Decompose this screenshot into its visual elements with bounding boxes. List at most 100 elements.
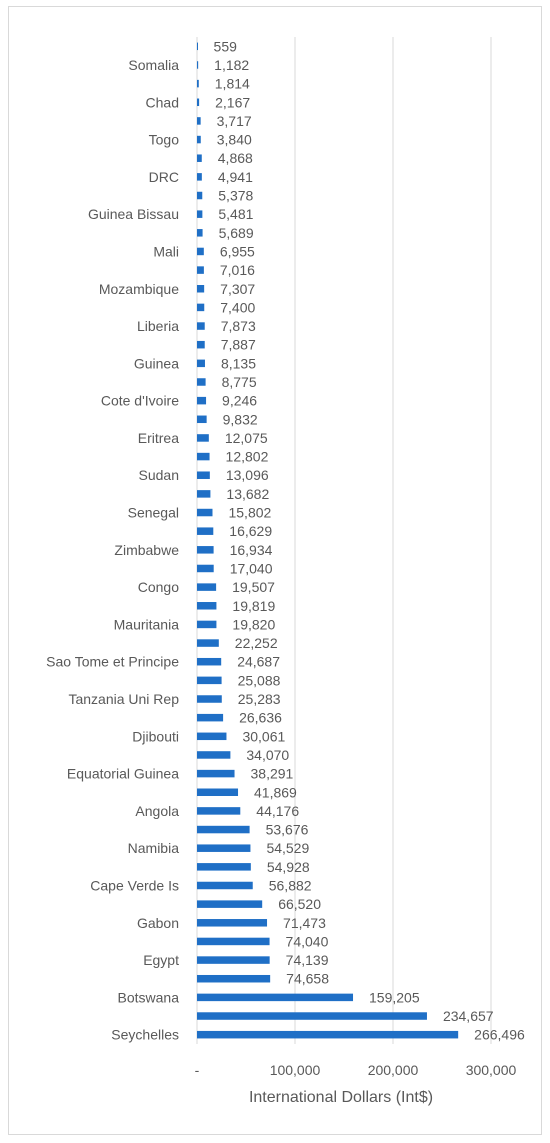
value-label: 3,840 <box>217 132 252 148</box>
bar <box>197 769 235 778</box>
bar <box>197 229 203 237</box>
value-label: 19,507 <box>232 579 275 595</box>
value-label: 5,689 <box>219 225 254 241</box>
category-label: Senegal <box>128 505 179 521</box>
bar <box>197 79 199 88</box>
category-label: Sudan <box>139 467 179 483</box>
value-label: 7,887 <box>221 337 256 353</box>
value-label: 34,070 <box>246 747 289 763</box>
bar <box>197 825 250 834</box>
value-label: 25,283 <box>238 691 281 707</box>
category-label: Gabon <box>137 915 179 931</box>
value-label: 38,291 <box>251 766 294 782</box>
bar <box>197 135 201 144</box>
category-label: Congo <box>138 579 179 595</box>
value-label: 44,176 <box>256 803 299 819</box>
value-label: 13,096 <box>226 467 269 483</box>
x-tick-label: 200,000 <box>368 1062 419 1078</box>
bar <box>197 98 200 107</box>
category-label: DRC <box>149 169 179 185</box>
value-label: 54,529 <box>266 840 309 856</box>
bar <box>197 173 202 181</box>
bar <box>197 993 354 1002</box>
category-label: Togo <box>149 132 180 148</box>
value-label: 17,040 <box>230 560 273 576</box>
category-label: Tanzania Uni Rep <box>68 691 179 707</box>
bar <box>197 657 222 666</box>
gridlines <box>196 37 492 1044</box>
value-label: 16,934 <box>230 542 273 558</box>
bar <box>197 602 217 610</box>
value-label: 71,473 <box>283 915 326 931</box>
value-label: 559 <box>214 38 238 54</box>
value-label: 4,941 <box>218 169 253 185</box>
bar <box>197 620 217 629</box>
category-label: Mauritania <box>114 616 180 632</box>
value-label: 41,869 <box>254 784 297 800</box>
bar <box>197 844 251 852</box>
category-labels: Somalia Chad Togo DRC Guinea Bissau Mali Mozam… <box>46 57 179 1043</box>
bar <box>197 863 251 871</box>
value-label: 26,636 <box>239 710 282 726</box>
value-label: 24,687 <box>237 654 280 670</box>
bar <box>197 396 207 405</box>
chart-area: 559 1,182 1,814 2,167 3,717 3,840 4,868 4,941 5,… <box>8 6 542 1135</box>
bar <box>197 527 214 535</box>
bar <box>197 919 268 927</box>
value-label: 74,040 <box>286 933 329 949</box>
category-label: Eritrea <box>138 430 179 446</box>
category-label: Cape Verde Is <box>90 877 179 893</box>
bars <box>197 42 459 1039</box>
category-label: Zimbabwe <box>114 542 179 558</box>
bar <box>197 676 222 685</box>
value-label: 1,182 <box>214 57 249 73</box>
category-label: Somalia <box>128 57 179 73</box>
value-label: 25,088 <box>238 672 281 688</box>
bar <box>197 303 205 312</box>
bar <box>197 378 206 386</box>
bar <box>197 900 263 908</box>
x-tick-labels: - 100,000 200,000 300,000 <box>195 1062 517 1078</box>
value-label: 53,676 <box>266 822 309 838</box>
bar <box>197 639 219 647</box>
bar-chart: 559 1,182 1,814 2,167 3,717 3,840 4,868 4,941 5,… <box>46 37 525 1106</box>
x-tick-label: 100,000 <box>270 1062 321 1078</box>
value-label: 12,075 <box>225 430 268 446</box>
bar <box>197 490 211 498</box>
bar <box>197 546 214 554</box>
bar <box>197 751 231 759</box>
bar <box>197 359 205 368</box>
x-tick-label: - <box>195 1062 200 1078</box>
bar <box>197 1012 427 1020</box>
bar <box>197 974 271 983</box>
bar <box>197 117 201 125</box>
bar <box>197 788 239 796</box>
bar <box>197 285 205 293</box>
bar <box>197 247 204 256</box>
value-label: 74,658 <box>286 971 329 987</box>
category-label: Namibia <box>128 840 180 856</box>
value-label: 74,139 <box>286 952 329 968</box>
value-label: 66,520 <box>278 896 321 912</box>
bar <box>197 937 270 946</box>
bar <box>197 807 241 815</box>
bar <box>197 956 270 964</box>
value-label: 9,246 <box>222 393 257 409</box>
value-label: 9,832 <box>223 411 258 427</box>
value-label: 4,868 <box>218 150 253 166</box>
category-label: Liberia <box>137 318 179 334</box>
value-label: 3,717 <box>217 113 252 129</box>
category-label: Mozambique <box>99 281 179 297</box>
bar <box>197 434 209 442</box>
value-label: 19,819 <box>232 598 275 614</box>
bar <box>197 191 203 200</box>
bar <box>197 881 253 890</box>
value-label: 12,802 <box>226 449 269 465</box>
value-label: 2,167 <box>215 94 250 110</box>
bar <box>197 61 199 69</box>
category-label: Guinea <box>134 355 179 371</box>
value-label: 5,481 <box>218 206 253 222</box>
category-label: Equatorial Guinea <box>67 766 179 782</box>
value-label: 5,378 <box>218 188 253 204</box>
category-label: Mali <box>153 243 179 259</box>
